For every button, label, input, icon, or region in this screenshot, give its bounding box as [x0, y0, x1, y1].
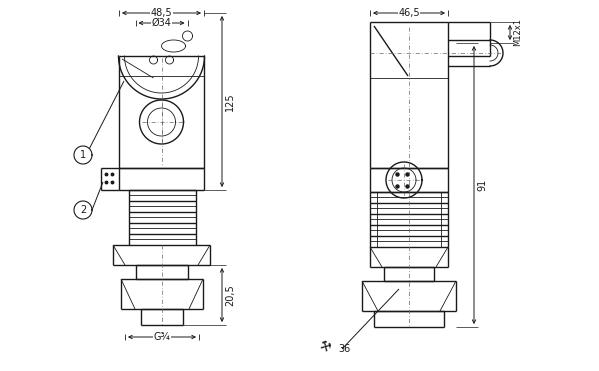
Text: 125: 125: [225, 92, 235, 111]
Text: 36: 36: [338, 344, 350, 354]
Text: 91: 91: [477, 179, 487, 191]
Text: 2: 2: [80, 205, 86, 215]
Text: M12x1: M12x1: [513, 19, 522, 46]
Text: Ø34: Ø34: [152, 18, 171, 28]
Text: ⚒: ⚒: [316, 339, 332, 355]
Text: 1: 1: [80, 150, 86, 160]
Text: 46,5: 46,5: [398, 8, 420, 18]
Text: 20,5: 20,5: [225, 284, 235, 306]
Text: G¾: G¾: [153, 332, 171, 342]
Text: 48,5: 48,5: [151, 8, 173, 18]
